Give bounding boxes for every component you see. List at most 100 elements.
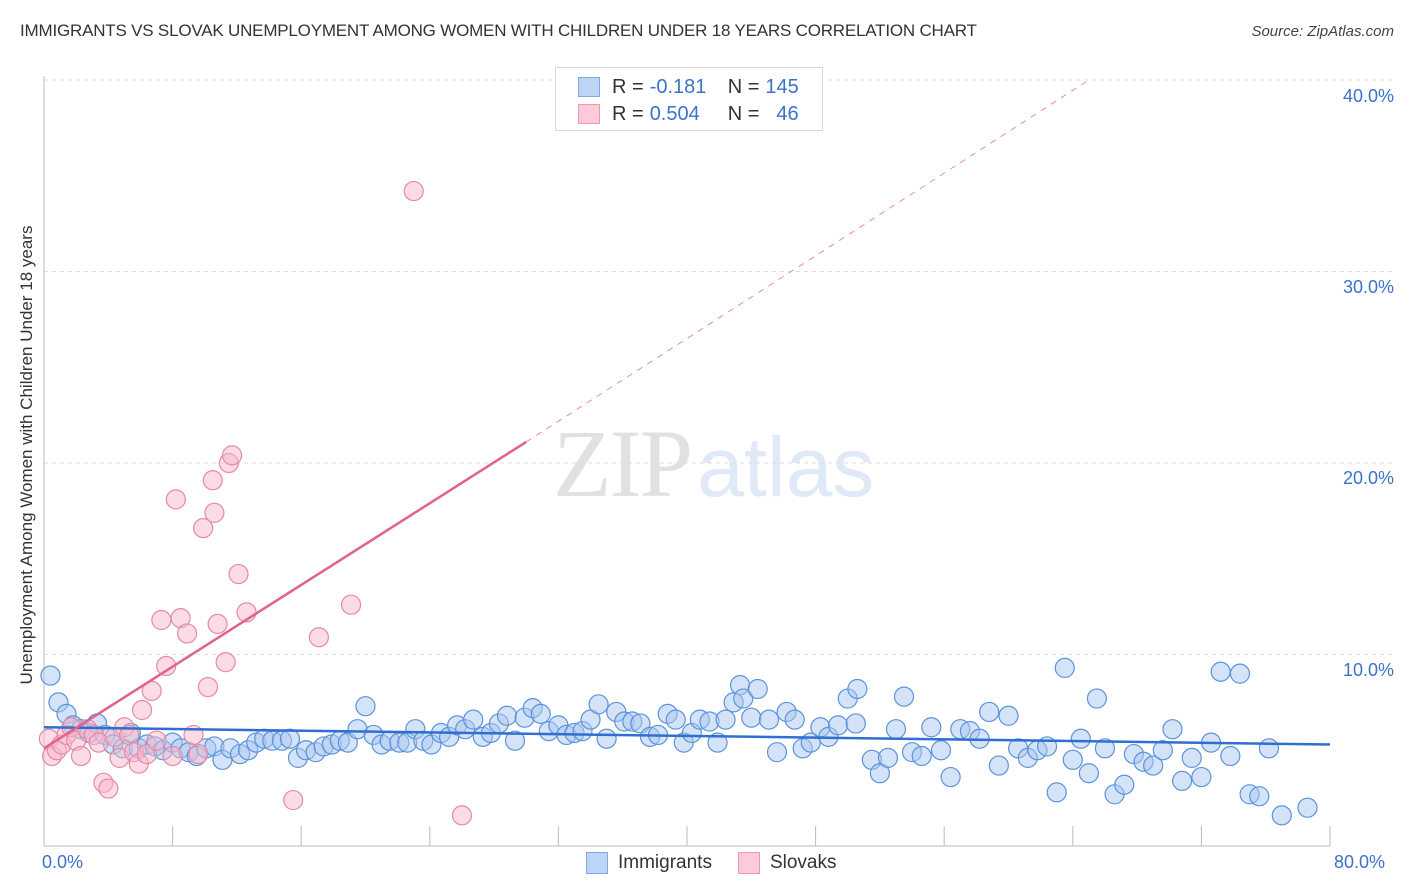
- data-point: [70, 745, 92, 767]
- n-value: 145: [765, 75, 799, 98]
- data-point: [1220, 745, 1241, 767]
- trend-lines: [43, 79, 1331, 750]
- data-point: [1062, 749, 1083, 770]
- data-point: [1172, 770, 1193, 791]
- data-point: [463, 709, 484, 730]
- data-point: [207, 613, 228, 634]
- data-point: [1114, 774, 1135, 795]
- data-point: [988, 755, 1009, 776]
- data-point: [784, 709, 805, 730]
- data-point: [1258, 738, 1280, 759]
- slovaks-swatch: [578, 104, 600, 124]
- data-point: [758, 709, 780, 730]
- data-point: [847, 678, 868, 700]
- slovaks-swatch: [737, 852, 760, 874]
- data-point: [151, 609, 172, 631]
- data-point: [204, 502, 225, 523]
- data-point: [340, 594, 362, 615]
- immigrants-swatch: [578, 77, 600, 97]
- data-point: [1229, 663, 1251, 684]
- legend-item-immigrants[interactable]: Immigrants: [586, 852, 712, 874]
- data-point: [1271, 805, 1292, 826]
- immigrants-trend-line: [43, 726, 1331, 746]
- data-point: [131, 699, 153, 721]
- slovaks-points: [38, 180, 473, 826]
- data-point: [221, 445, 243, 466]
- legend-item-slovaks[interactable]: Slovaks: [737, 852, 837, 874]
- data-point: [596, 728, 617, 749]
- data-point: [893, 686, 915, 707]
- immigrants-points: [40, 657, 1318, 826]
- data-point: [930, 740, 952, 761]
- data-point: [921, 717, 942, 738]
- data-point: [665, 709, 686, 730]
- slovaks-trend-extension: [525, 79, 1090, 443]
- axes: [43, 76, 1331, 847]
- data-point: [98, 778, 119, 799]
- x-tick-0: 0.0%: [42, 852, 84, 872]
- y-tick-40: 40.0%: [1342, 86, 1394, 106]
- data-point: [828, 715, 849, 736]
- data-point: [1094, 738, 1116, 759]
- r-value: -0.181: [649, 75, 707, 98]
- watermark-atlas: atlas: [697, 420, 875, 514]
- data-point: [1210, 661, 1231, 682]
- data-point: [176, 623, 198, 644]
- data-point: [1086, 688, 1108, 709]
- data-point: [403, 180, 424, 202]
- data-point: [1143, 755, 1164, 776]
- data-point: [1046, 782, 1067, 803]
- chart-title: IMMIGRANTS VS SLOVAK UNEMPLOYMENT AMONG …: [20, 21, 977, 40]
- data-point: [1249, 786, 1270, 807]
- data-point: [911, 745, 932, 767]
- data-point: [1054, 657, 1075, 679]
- data-point: [766, 742, 788, 763]
- data-point: [733, 688, 754, 709]
- n-label: N =: [727, 102, 760, 125]
- legend-label: Immigrants: [618, 852, 712, 873]
- data-point: [741, 707, 762, 728]
- data-point: [845, 713, 866, 734]
- data-point: [188, 743, 209, 765]
- data-point: [998, 705, 1019, 726]
- y-tick-30: 30.0%: [1342, 277, 1394, 297]
- legend-label: Slovaks: [769, 852, 837, 873]
- data-point: [1078, 763, 1099, 784]
- data-point: [1181, 747, 1202, 769]
- data-point: [877, 747, 899, 769]
- data-point: [504, 730, 526, 751]
- data-point: [40, 665, 61, 686]
- y-tick-20: 20.0%: [1342, 468, 1394, 488]
- data-point: [451, 805, 473, 826]
- data-point: [588, 694, 609, 715]
- r-label: R =: [612, 102, 644, 125]
- data-point: [197, 676, 219, 698]
- data-point: [165, 489, 186, 510]
- data-point: [308, 627, 329, 648]
- series-legend: Immigrants Slovaks: [586, 852, 863, 874]
- data-point: [1191, 766, 1212, 788]
- legend-row-immigrants: R = -0.181 N = 145: [578, 75, 799, 99]
- data-point: [355, 696, 376, 717]
- n-value: 46: [776, 102, 799, 125]
- data-point: [707, 732, 728, 753]
- immigrants-swatch: [586, 852, 608, 874]
- data-point: [747, 678, 768, 700]
- data-point: [530, 703, 551, 724]
- data-point: [1070, 728, 1091, 749]
- data-point: [940, 766, 961, 788]
- y-tick-10: 10.0%: [1342, 660, 1394, 680]
- data-point: [1162, 719, 1183, 740]
- watermark: ZIPatlas: [553, 408, 874, 519]
- data-point: [715, 709, 736, 730]
- data-point: [146, 730, 167, 751]
- data-point: [228, 563, 249, 585]
- n-label: N =: [727, 75, 760, 98]
- data-point: [279, 728, 301, 749]
- data-point: [162, 745, 183, 767]
- data-point: [885, 719, 907, 740]
- data-point: [1297, 797, 1318, 818]
- source-label: Source: ZipAtlas.com: [1251, 23, 1394, 40]
- data-point: [1152, 740, 1173, 761]
